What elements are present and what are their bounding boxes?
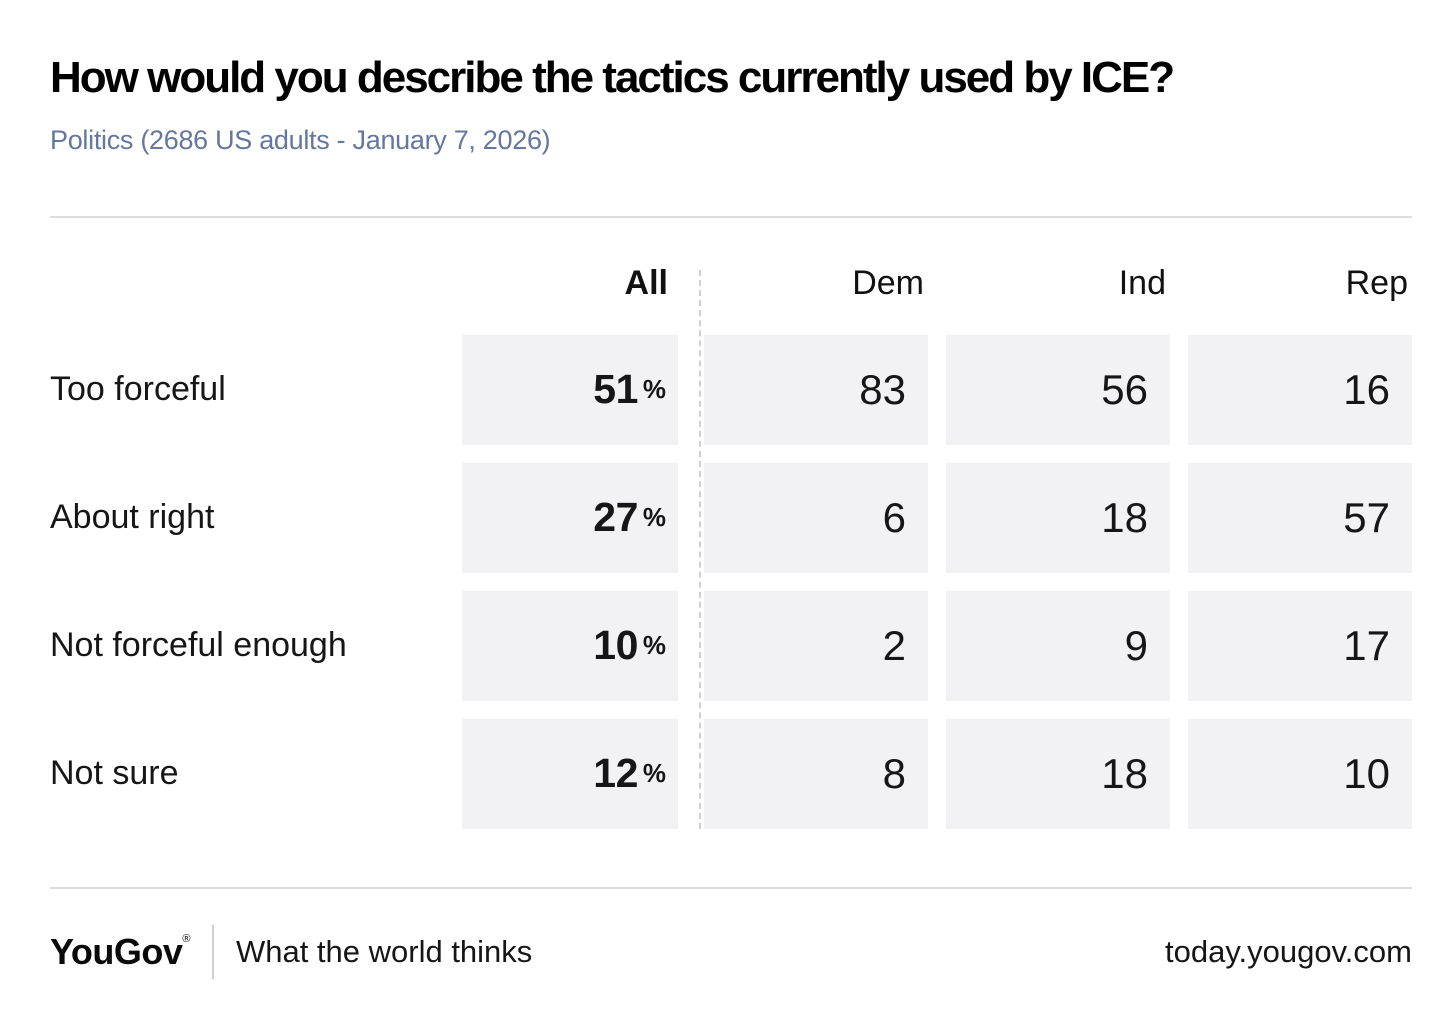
table-row: Not forceful enough 10% 2 9 17 — [50, 590, 1412, 701]
cell-value: 18 — [1101, 749, 1148, 797]
cell-dem: 2 — [704, 590, 928, 701]
cell-value: 51 — [593, 366, 638, 413]
column-header-rep: Rep — [1345, 263, 1408, 302]
footer-vertical-divider — [211, 924, 214, 979]
footer-divider — [50, 886, 1412, 889]
cell-value: 27 — [593, 494, 638, 541]
row-label: Not sure — [50, 754, 179, 793]
cell-value: 2 — [882, 621, 906, 669]
cell-value: 17 — [1343, 621, 1390, 669]
table-row: About right 27% 6 18 57 — [50, 462, 1412, 573]
cell-ind: 56 — [946, 334, 1170, 445]
cell-value: 10 — [593, 622, 638, 669]
footer-tagline: What the world thinks — [235, 933, 533, 969]
cell-value: 12 — [593, 750, 638, 797]
poll-subtitle: Politics (2686 US adults - January 7, 20… — [50, 124, 551, 155]
cell-value: 18 — [1101, 493, 1148, 541]
column-header-ind: Ind — [1118, 263, 1166, 302]
registered-trademark-mark: ® — [182, 932, 190, 945]
cell-dem: 83 — [704, 334, 928, 445]
cell-all: 12% — [462, 718, 678, 829]
results-table: All Dem Ind Rep Too forceful 51% 83 56 1… — [50, 264, 1412, 829]
cell-rep: 16 — [1188, 334, 1412, 445]
column-header-all: All — [624, 263, 668, 302]
cell-ind: 18 — [946, 718, 1170, 829]
row-label: Too forceful — [50, 370, 226, 409]
yougov-logo: YouGov® — [50, 931, 190, 973]
cell-rep: 57 — [1188, 462, 1412, 573]
cell-ind: 9 — [946, 590, 1170, 701]
table-row: Too forceful 51% 83 56 16 — [50, 334, 1412, 445]
cell-dem: 8 — [704, 718, 928, 829]
yougov-logo-text: YouGov — [50, 930, 183, 972]
cell-rep: 17 — [1188, 590, 1412, 701]
percent-sign: % — [642, 630, 666, 661]
cell-value: 57 — [1343, 493, 1390, 541]
cell-value: 6 — [882, 493, 906, 541]
cell-all: 51% — [462, 334, 678, 445]
cell-value: 83 — [859, 365, 906, 413]
cell-rep: 10 — [1188, 718, 1412, 829]
top-divider — [50, 215, 1412, 218]
table-row: Not sure 12% 8 18 10 — [50, 718, 1412, 829]
page-title: How would you describe the tactics curre… — [50, 53, 1175, 102]
cell-dem: 6 — [704, 462, 928, 573]
cell-value: 8 — [882, 749, 906, 797]
cell-all: 10% — [462, 590, 678, 701]
row-label: About right — [50, 498, 215, 537]
site-url-link[interactable]: today.yougov.com — [1165, 933, 1412, 969]
cell-value: 10 — [1343, 749, 1390, 797]
row-label: Not forceful enough — [50, 626, 347, 665]
cell-value: 56 — [1101, 365, 1148, 413]
table-header-row: All Dem Ind Rep — [50, 264, 1412, 335]
all-vs-party-dashed-divider — [699, 269, 701, 829]
percent-sign: % — [642, 374, 666, 405]
cell-value: 16 — [1343, 365, 1390, 413]
percent-sign: % — [642, 758, 666, 789]
column-header-dem: Dem — [852, 263, 924, 302]
footer: YouGov® What the world thinks today.youg… — [50, 924, 1412, 979]
cell-ind: 18 — [946, 462, 1170, 573]
cell-value: 9 — [1124, 621, 1148, 669]
cell-all: 27% — [462, 462, 678, 573]
percent-sign: % — [642, 502, 666, 533]
